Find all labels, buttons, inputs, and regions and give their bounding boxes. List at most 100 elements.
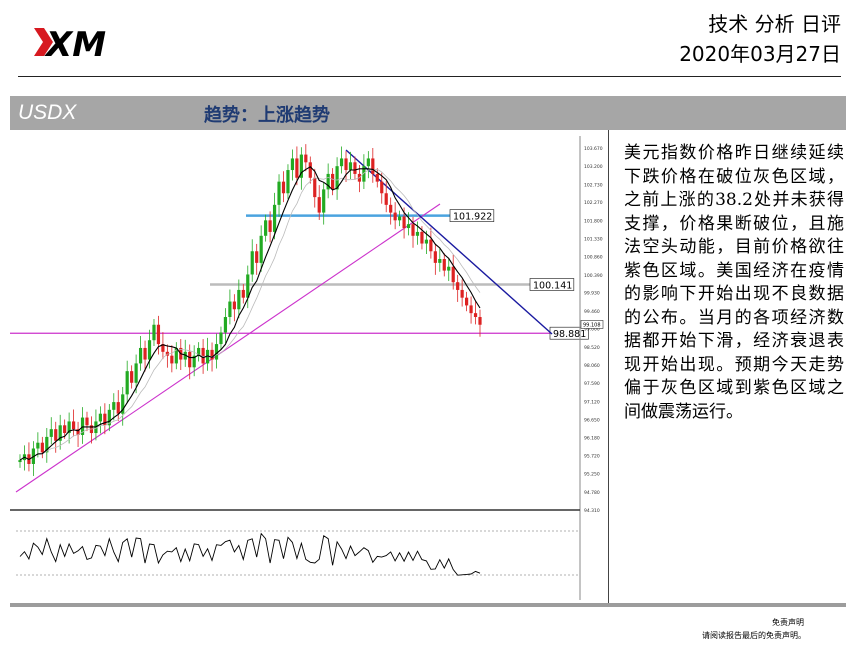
candle-body <box>197 347 201 356</box>
oscillator-panel <box>10 509 580 576</box>
trend-label: 趋势：上涨趋势 <box>204 105 330 126</box>
candle-body <box>85 417 89 426</box>
y-tick-label: 100.390 <box>584 273 603 279</box>
candle-body <box>152 324 156 341</box>
candle-body <box>98 413 102 422</box>
y-tick-label: 103.670 <box>584 146 603 152</box>
candle-body <box>210 349 214 360</box>
analysis-text: 美元指数价格昨日继续延续下跌价格在破位灰色区域，之前上涨的38.2处并未获得支撑… <box>624 143 844 422</box>
candle-body <box>156 324 161 345</box>
uptrend-line <box>15 203 441 493</box>
disclaimer-text: 请阅读报告最后的免责声明。 <box>702 631 806 640</box>
candle-body <box>411 224 415 236</box>
trend-lines <box>15 149 553 493</box>
candle-body <box>138 347 143 364</box>
y-tick-label: 95.250 <box>584 472 600 478</box>
candle-body <box>393 212 397 221</box>
y-tick-label: 98.520 <box>584 345 600 351</box>
candle-body <box>125 371 129 395</box>
candle-body <box>228 301 232 318</box>
candle-body <box>272 204 277 232</box>
candle-body <box>134 363 138 383</box>
header-divider <box>18 76 841 77</box>
candle-body <box>201 347 205 364</box>
candle-body <box>362 166 366 182</box>
candle-body <box>456 282 460 290</box>
y-tick-label: 98.060 <box>584 363 600 369</box>
candle-body <box>40 442 44 453</box>
candle-body <box>161 344 165 352</box>
candle-body <box>380 181 384 194</box>
symbol-label: USDX <box>18 101 77 124</box>
candle-body <box>223 317 228 333</box>
candle-body <box>313 177 317 198</box>
y-tick-label: 96.650 <box>584 418 600 424</box>
candle-body <box>290 158 295 171</box>
candle-body <box>415 231 420 236</box>
candle-body <box>112 402 116 410</box>
candle-body <box>130 371 134 383</box>
candle-body <box>237 289 241 310</box>
y-tick-label: 103.200 <box>584 164 603 170</box>
candles <box>18 144 482 476</box>
candle-body <box>322 189 326 213</box>
report-date: 2020年03月27日 <box>679 42 841 66</box>
candle-body <box>116 402 120 414</box>
disclaimer-title: 免责声明 <box>772 618 804 627</box>
y-tick-label: 96.180 <box>584 436 600 442</box>
candle-body <box>331 173 335 190</box>
candle-body <box>121 394 125 414</box>
price-axis: 103.670 103.200 102.730 102.270 101.800 101.3… <box>579 136 604 600</box>
candle-body <box>58 425 62 441</box>
candle-body <box>268 220 272 232</box>
gray-level-box <box>529 278 575 291</box>
candle-body <box>246 274 250 298</box>
y-tick-label: 102.730 <box>584 182 603 188</box>
candle-body <box>402 216 406 229</box>
price-chart: 101.922 100.141 98.881 103.670 103.200 102.7… <box>10 136 604 600</box>
candle-body <box>295 158 299 178</box>
candle-body <box>241 289 245 298</box>
candle-body <box>299 154 303 178</box>
candle-body <box>264 220 268 236</box>
y-tick-label: 101.800 <box>584 218 603 224</box>
candle-body <box>344 158 348 171</box>
candle-body <box>143 347 147 360</box>
candle-body <box>192 355 196 368</box>
candle-body <box>465 297 469 306</box>
candle-body <box>326 173 330 190</box>
candle-body <box>183 351 187 360</box>
y-tick-label: 94.780 <box>584 490 600 496</box>
candle-body <box>433 251 437 263</box>
candle-body <box>429 239 433 252</box>
blue-level-box <box>449 209 495 222</box>
candle-body <box>442 258 446 271</box>
candle-body <box>366 158 370 167</box>
candle-body <box>67 421 71 434</box>
logo-text: XM <box>44 25 106 65</box>
candle-body <box>214 344 219 360</box>
candle-body <box>255 251 259 263</box>
y-tick-label: 99.460 <box>584 309 600 315</box>
candle-body <box>371 158 375 174</box>
magenta-level-label: 98.881 <box>553 329 586 340</box>
candle-body <box>308 162 312 178</box>
candle-body <box>277 181 281 205</box>
candle-body <box>232 301 236 310</box>
candle-body <box>18 460 22 463</box>
candle-body <box>447 266 451 271</box>
y-tick-label: 99.930 <box>584 291 600 297</box>
candle-body <box>76 429 80 435</box>
candle-body <box>384 193 388 205</box>
candle-body <box>339 158 344 167</box>
last-price-box <box>580 320 604 329</box>
footer-divider <box>10 603 846 607</box>
y-tick-label: 102.270 <box>584 200 603 206</box>
moving-averages <box>19 166 481 461</box>
candle-body <box>63 425 67 434</box>
candle-body <box>317 197 321 213</box>
y-tick-label: 97.590 <box>584 381 600 387</box>
candle-body <box>348 162 353 171</box>
candle-body <box>174 347 178 364</box>
candle-body <box>353 162 357 174</box>
